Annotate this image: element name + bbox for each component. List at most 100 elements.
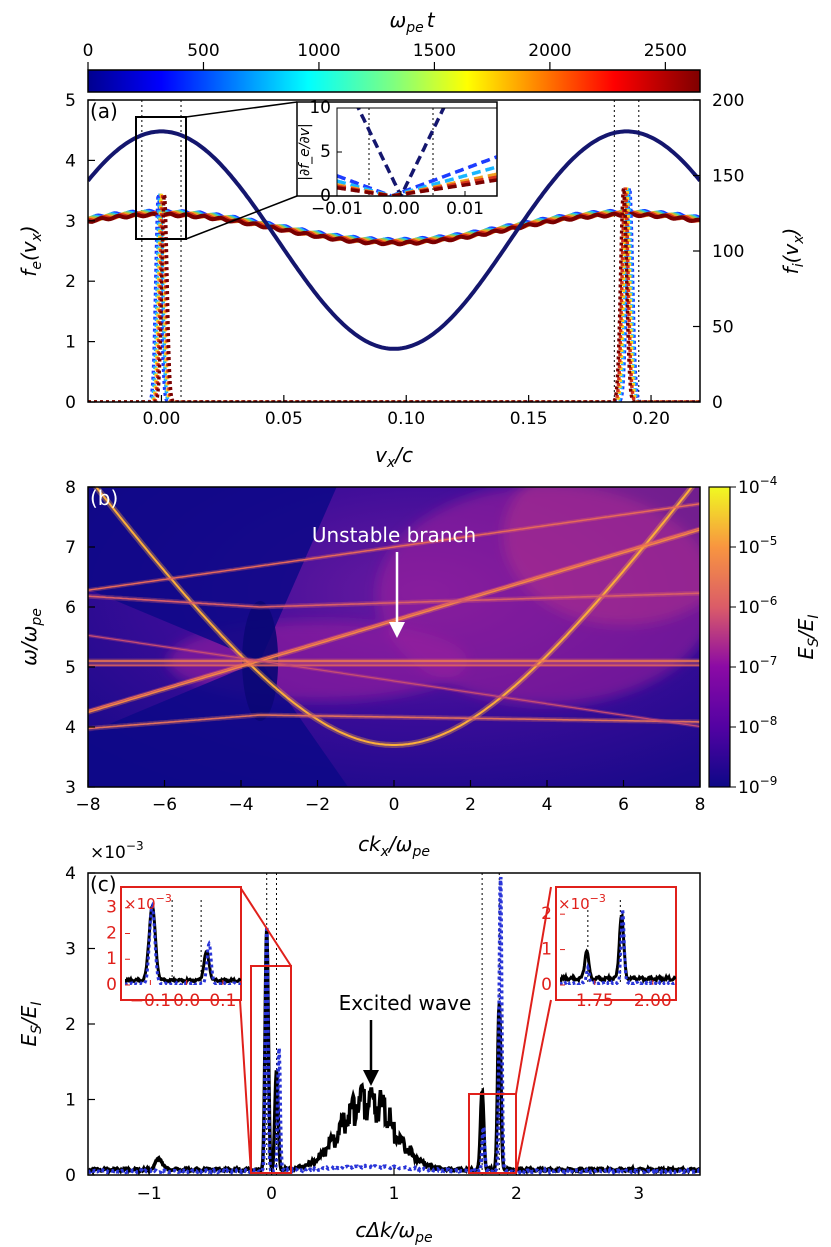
- panel-c-tag: (c): [90, 872, 117, 896]
- panel-b-colorbar: 10−4 10−5 10−6 10−7 10−8 10−9 ES/EI: [708, 474, 822, 798]
- panel-b-colorbar-label: ES/EI: [794, 614, 822, 659]
- x-tick-label: 2: [465, 795, 476, 815]
- panel-a-xlabel: vx/c: [375, 443, 413, 471]
- y-right-tick-label: 200: [712, 91, 744, 111]
- panel-a-inset-ylabel: |∂f_e/∂v|: [297, 123, 313, 180]
- colorbar-tick-label: 10−7: [738, 654, 777, 678]
- panel-a-zoom-box: [135, 116, 187, 240]
- x-tick-label: 1: [389, 1184, 400, 1204]
- x-tick-label: 0.20: [632, 409, 670, 429]
- branch-lower: [88, 714, 700, 730]
- inset-gradient-curve: [337, 155, 497, 196]
- fi-beam-curve: [88, 187, 700, 402]
- panel-b-annotation: Unstable branch: [312, 523, 476, 547]
- inset-x-tick-label: 1.75: [576, 991, 614, 1011]
- colorbar-tick-label: 10−5: [738, 534, 777, 558]
- fi-beam-curve: [88, 187, 700, 402]
- x-tick-label: 0.00: [143, 409, 181, 429]
- panel-b-annotation-arrowhead: [389, 622, 405, 638]
- y-tick-label: 4: [65, 151, 76, 171]
- panel-a-guide-lines: [141, 100, 640, 402]
- dark-region: [88, 487, 337, 661]
- panel-c-zoom-box-left: [250, 965, 292, 1174]
- inset-gradient-curve: [356, 108, 446, 196]
- x-tick-label: 0.05: [265, 409, 303, 429]
- panel-c-inset-right-scale: ×10−3: [558, 892, 606, 913]
- inset-series-black: [125, 903, 241, 985]
- top-colorbar-tick-label: 500: [187, 41, 219, 61]
- fi-beam-curve: [88, 187, 700, 402]
- colorbar-tick-label: 10−9: [738, 774, 777, 798]
- panel-b-xlabel: ckx/ωpe: [358, 832, 430, 860]
- y-tick-label: 2: [65, 272, 76, 292]
- x-tick-label: 3: [633, 1184, 644, 1204]
- inset-x-tick-label: 0.00: [382, 199, 420, 219]
- panel-a-inset-curves: [337, 108, 497, 196]
- inset-y-tick-label: 10: [309, 98, 331, 118]
- inset-x-tick-label: −0.1: [130, 991, 171, 1011]
- colorbar-tick-label: 10−8: [738, 714, 777, 738]
- panel-a-inset-axes: −0.01 0.00 0.01 0 5 10: [309, 98, 484, 219]
- x-tick-label: 6: [618, 795, 629, 815]
- y-right-tick-label: 50: [712, 318, 734, 338]
- fi-beam-curve: [88, 187, 700, 402]
- panel-c-inset-right-axes: 1.75 2.00 0 1 2: [541, 904, 672, 1011]
- inset-y-tick-label: 0: [320, 186, 331, 206]
- panel-c-curves: [88, 876, 700, 1175]
- top-colorbar-label: ωpe t: [389, 8, 435, 36]
- panel-a-ylabel-left: fe(vx): [17, 225, 45, 276]
- x-tick-label: −1: [137, 1184, 162, 1204]
- inset-x-tick-label: 0.01: [446, 199, 484, 219]
- x-tick-label: 0.15: [510, 409, 548, 429]
- y-tick-label: 3: [65, 778, 76, 798]
- panel-c-xlabel: cΔk/ωpe: [355, 1218, 432, 1246]
- panel-c-inset-left: −0.1 0.0 0.1 0 1 2 3 ×10−3: [106, 886, 242, 1011]
- x-tick-label: −8: [75, 795, 100, 815]
- colorbar-tick-label: 10−4: [738, 474, 777, 498]
- top-colorbar-tick-label: 1500: [413, 41, 456, 61]
- panel-c-inset-left-curves: [125, 900, 241, 985]
- inset-x-tick-label: 2.00: [634, 991, 672, 1011]
- branch-backward: [88, 634, 700, 728]
- y-tick-label: 5: [65, 91, 76, 111]
- fe-initial-curve: [88, 129, 700, 351]
- top-colorbar-bar: [87, 69, 701, 93]
- panel-a-curves: [88, 129, 700, 402]
- series-blue: [88, 876, 700, 1175]
- y-tick-label: 4: [65, 864, 76, 884]
- inset-series-black: [560, 912, 676, 985]
- panel-c-inset-left-scale: ×10−3: [124, 892, 172, 913]
- inset-y-tick-label: 2: [541, 904, 552, 924]
- inset-y-tick-label: 0: [106, 975, 117, 995]
- inset-y-tick-label: 2: [106, 923, 117, 943]
- top-colorbar-ticks: 0 500 1000 1500 2000 2500: [83, 41, 687, 70]
- colorbar-tick-label: 10−6: [738, 594, 777, 618]
- panel-c-inset-right: 1.75 2.00 0 1 2 ×10−3: [541, 886, 677, 1011]
- panel-b-branches: [88, 487, 700, 748]
- inset-x-tick-label: 0.1: [209, 991, 236, 1011]
- y-tick-label: 0: [65, 1166, 76, 1186]
- fi-beam-curve: [88, 187, 700, 402]
- y-tick-label: 5: [65, 658, 76, 678]
- dark-region: [88, 661, 349, 787]
- panel-c-scale: ×10−3: [90, 839, 144, 863]
- inset-y-tick-label: 0: [541, 975, 552, 995]
- inset-y-tick-label: 1: [106, 949, 117, 969]
- inset-y-tick-label: 5: [320, 142, 331, 162]
- panel-b-axes: −8 −6 −4 −2 0 2 4 6 8 3 4 5 6 7 8: [65, 478, 705, 815]
- top-colorbar-tick-label: 1000: [297, 41, 340, 61]
- inset-gradient-curve: [337, 178, 497, 196]
- x-tick-label: 0: [266, 1184, 277, 1204]
- branch-beam-mode-2: [88, 527, 700, 712]
- branch-upper-fast: [88, 503, 700, 591]
- y-tick-label: 1: [65, 1091, 76, 1111]
- panel-c: −1 0 1 2 3 0 1 2 3 4 ×10−3 (c) Excited wave cΔk/ω…: [17, 839, 701, 1246]
- panel-c-ylabel: ES/EI: [17, 1001, 45, 1046]
- x-tick-label: −6: [152, 795, 177, 815]
- inset-x-tick-label: 0.0: [173, 991, 200, 1011]
- inset-x-tick-label: −0.01: [311, 199, 363, 219]
